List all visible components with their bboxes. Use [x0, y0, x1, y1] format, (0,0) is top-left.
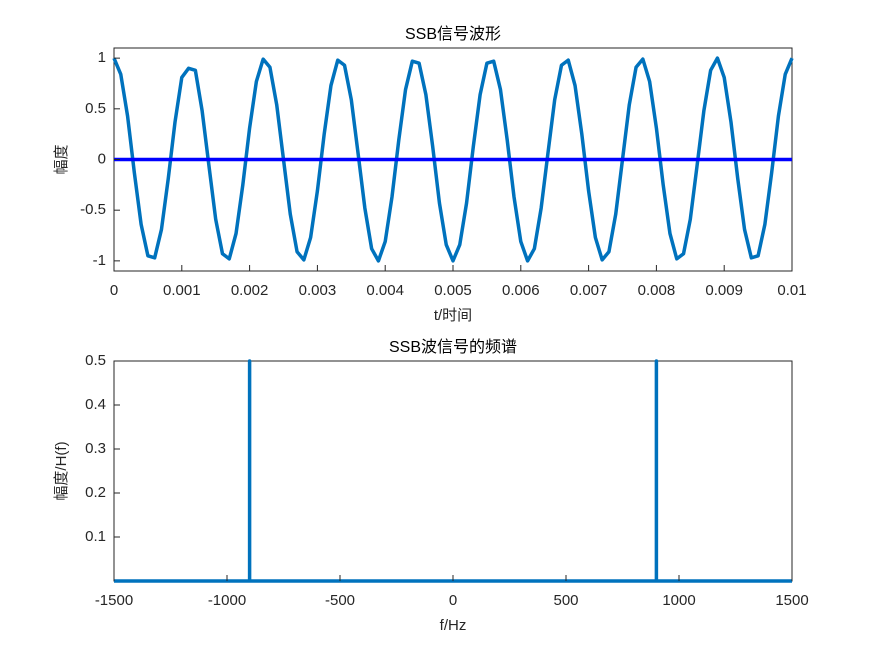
y-tick-label: 0.1: [85, 528, 106, 545]
series-line: [112, 56, 794, 263]
x-tick-label: 0.01: [777, 282, 806, 299]
y-axis-label: 幅度: [53, 144, 70, 174]
x-tick-label: -1000: [208, 592, 246, 609]
axes-box: [113, 360, 793, 582]
chart-title: SSB波信号的频谱: [389, 338, 517, 356]
y-tick-label: 1: [98, 49, 106, 66]
y-tick-label: 0.4: [85, 396, 106, 413]
y-tick-label: 0.5: [85, 100, 106, 117]
x-tick-label: 0.005: [434, 282, 472, 299]
x-tick-label: 500: [553, 592, 578, 609]
x-axis-label: f/Hz: [440, 617, 467, 634]
x-axis-label: t/时间: [434, 307, 472, 324]
y-tick-label: 0.2: [85, 484, 106, 501]
x-tick-label: 0: [110, 282, 118, 299]
x-tick-label: 0.008: [638, 282, 676, 299]
x-tick-label: 0.002: [231, 282, 269, 299]
x-tick-label: 1000: [662, 592, 695, 609]
x-tick-label: 0.009: [705, 282, 743, 299]
y-axis-label: 幅度/H(f): [53, 441, 70, 500]
y-tick-label: -1: [93, 252, 106, 269]
y-tick-label: 0.5: [85, 352, 106, 369]
x-tick-label: 1500: [775, 592, 808, 609]
chart-title: SSB信号波形: [405, 25, 501, 43]
y-tick-label: 0.3: [85, 440, 106, 457]
x-tick-label: -1500: [95, 592, 133, 609]
x-tick-label: 0.007: [570, 282, 608, 299]
x-tick-label: -500: [325, 592, 355, 609]
x-tick-label: 0.006: [502, 282, 540, 299]
y-tick-label: 0: [98, 150, 106, 167]
x-tick-label: 0: [449, 592, 457, 609]
x-tick-label: 0.001: [163, 282, 201, 299]
y-tick-label: -0.5: [80, 201, 106, 218]
x-tick-label: 0.003: [299, 282, 337, 299]
x-tick-label: 0.004: [366, 282, 404, 299]
